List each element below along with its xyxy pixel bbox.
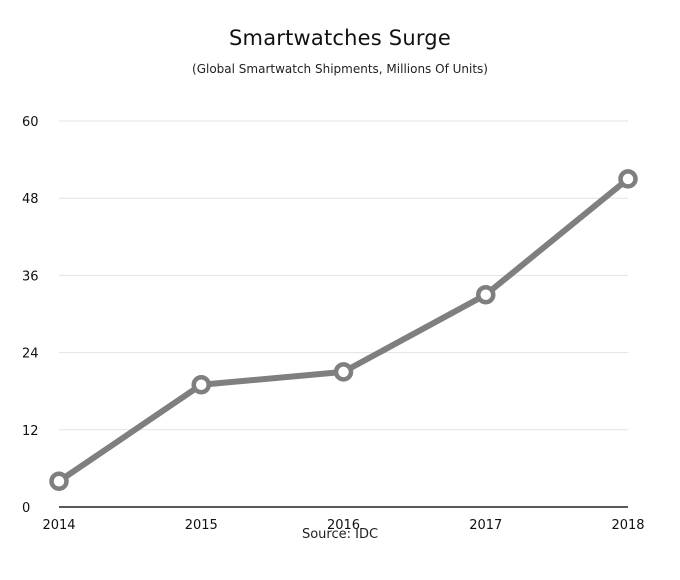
x-tick-label-2018: 2018 <box>611 518 644 533</box>
data-point-2014 <box>49 471 69 492</box>
y-tick-label-24: 24 <box>22 347 39 362</box>
data-point-2016 <box>333 362 354 382</box>
data-point-2018 <box>618 169 638 189</box>
y-tick-label-36: 36 <box>22 269 39 284</box>
chart-title: Smartwatches Surge <box>229 26 451 50</box>
x-tick-label-2014: 2014 <box>42 518 75 533</box>
x-tick-label-2017: 2017 <box>469 518 502 533</box>
data-point-2015 <box>191 375 211 395</box>
chart-subtitle: (Global Smartwatch Shipments, Millions O… <box>192 62 488 76</box>
x-tick-label-2016: 2016 <box>327 518 360 533</box>
y-tick-label-60: 60 <box>22 115 39 130</box>
y-tick-label-12: 12 <box>22 424 39 439</box>
y-tick-label-0: 0 <box>22 501 30 516</box>
series-line-0 <box>56 175 631 485</box>
y-tick-label-48: 48 <box>22 192 39 207</box>
chart-source: Source: IDC <box>301 527 379 542</box>
x-tick-label-2015: 2015 <box>185 518 218 533</box>
data-point-2017 <box>476 284 496 305</box>
